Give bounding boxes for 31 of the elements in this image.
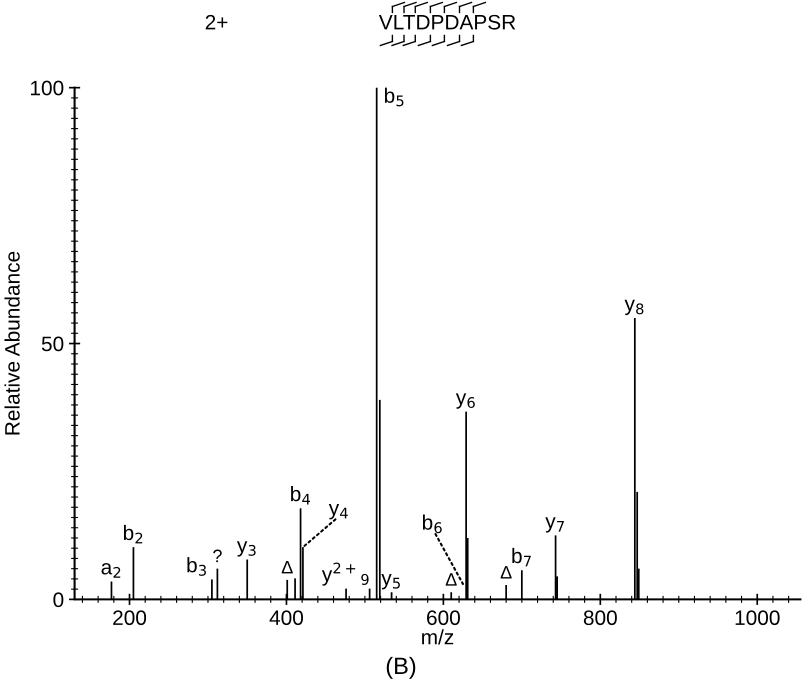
y-tick-label: 50 (42, 336, 64, 352)
x-tick-label: 400 (270, 610, 304, 626)
annotation: y$_{7}$ (545, 517, 564, 533)
annotation: y$_{3}$ (236, 541, 256, 557)
annotation: Δ (282, 560, 293, 574)
x-axis-title: m/z (422, 629, 454, 645)
annotation: b$_{7}$ (512, 548, 531, 566)
annotation: y$_{6}$ (456, 393, 475, 409)
y-tick-label: 100 (31, 80, 64, 96)
y-axis-title: Relative Abundance (4, 252, 20, 434)
annotation: y$_{4}$ (328, 504, 348, 520)
annotation: b$_{3}$ (187, 557, 206, 576)
annotation: y$_{5}$ (381, 574, 400, 590)
annotation: b$_{6}$ (422, 514, 442, 534)
annotation: Δ (446, 573, 457, 586)
y-tick-label: 0 (53, 592, 64, 608)
annotation: a$_{2}$ (102, 563, 120, 578)
x-tick-label: 200 (113, 610, 146, 626)
annotation: b$_{2}$ (124, 524, 142, 544)
annotation: Δ (500, 566, 512, 579)
annotation: y$_{8}$ (624, 300, 644, 316)
text: VLTDPDAPSR (378, 14, 516, 30)
x-tick-label: 1000 (736, 610, 780, 626)
text: (B) (386, 656, 416, 679)
annotation: b$_{5}$ (384, 88, 404, 106)
x-tick-label: 600 (427, 610, 460, 626)
x-tick-label: 800 (584, 610, 617, 626)
text: 2+ (206, 14, 228, 30)
annotation: ? (213, 550, 222, 562)
annotation: y$^{2+}$$_{9}$ (322, 562, 369, 586)
annotation: b$_{4}$ (291, 486, 310, 504)
